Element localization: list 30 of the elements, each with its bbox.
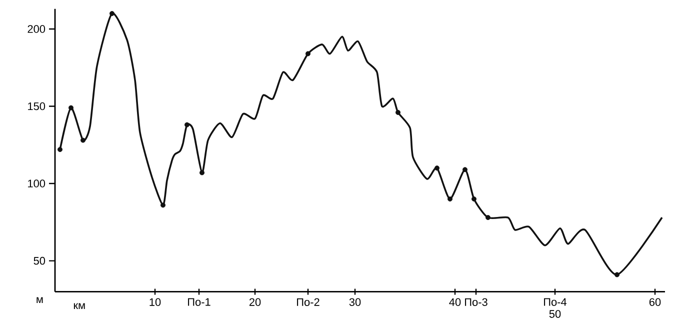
y-tick-label: 100 (28, 180, 46, 188)
point (448, 196, 452, 202)
x-tick-label: 30 (349, 298, 361, 306)
point (200, 170, 204, 176)
point (486, 215, 490, 220)
x-tick-label: 10 (150, 298, 161, 306)
x-tick-label: По-1 (188, 298, 210, 306)
x-axis-title: км (74, 303, 85, 310)
x-tick-label: По-3 (465, 298, 488, 306)
point (160, 202, 166, 208)
y-tick-label: 150 (28, 102, 46, 110)
point (472, 196, 476, 202)
x-tick-label: 60 (649, 298, 661, 306)
x-tick-label: По-4 50 (544, 298, 567, 318)
point (462, 167, 468, 172)
point (306, 51, 310, 56)
y-tick-label: 50 (34, 256, 46, 265)
point (68, 105, 74, 110)
y-axis-title: м (36, 297, 43, 304)
point (184, 122, 190, 128)
point (396, 110, 400, 115)
point (614, 272, 620, 278)
x-tick-label: 20 (249, 298, 261, 306)
point (434, 166, 440, 171)
x-tick-label: По-2 (297, 298, 320, 306)
point (80, 138, 86, 143)
point (58, 147, 62, 152)
x-tick-label: 40 (449, 298, 461, 306)
y-tick-label: 200 (28, 25, 46, 33)
point (110, 11, 114, 16)
